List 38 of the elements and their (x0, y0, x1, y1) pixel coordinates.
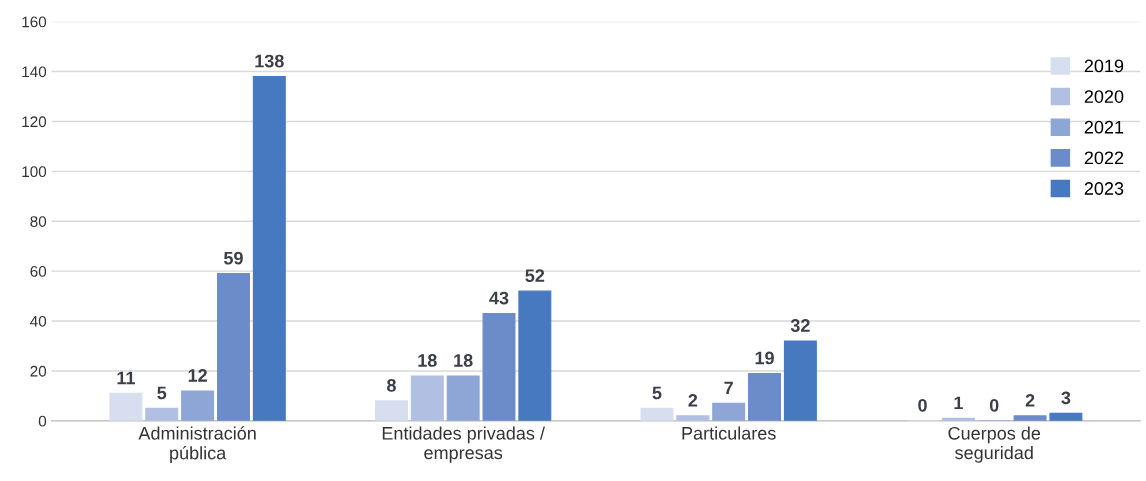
data-label: 0 (989, 398, 999, 412)
data-label: 2 (688, 393, 698, 407)
data-label: 3 (1061, 391, 1071, 405)
data-label: 32 (790, 319, 810, 332)
data-label: 2 (1025, 393, 1035, 407)
data-label: 52 (525, 269, 545, 282)
y-tick-label: 0 (38, 415, 47, 427)
legend-label: 2020 (1084, 90, 1124, 103)
data-label: 7 (724, 381, 733, 395)
data-label: 19 (755, 351, 774, 365)
data-label: 43 (489, 291, 509, 305)
data-label: 0 (918, 398, 927, 412)
y-tick-label: 140 (22, 66, 47, 78)
legend-label: 2023 (1084, 182, 1124, 195)
y-tick-label: 40 (30, 315, 47, 327)
data-label: 11 (117, 371, 135, 385)
x-tick-label: Entidades privadas / empresas (382, 426, 545, 463)
y-tick-label: 100 (22, 166, 47, 178)
y-tick-label: 160 (22, 16, 47, 28)
data-label: 5 (157, 386, 167, 400)
data-label: 18 (418, 354, 437, 367)
legend-label: 2019 (1084, 59, 1124, 73)
x-tick-label: Administración pública (138, 426, 256, 463)
y-tick-label: 20 (30, 365, 47, 377)
data-label: 59 (223, 251, 243, 265)
x-tick-label: Particulares (682, 426, 776, 440)
data-label: 18 (454, 354, 473, 367)
data-label: 1 (954, 396, 963, 410)
y-tick-label: 80 (30, 216, 47, 227)
data-label: 12 (188, 369, 207, 382)
y-tick-label: 120 (22, 116, 47, 128)
data-label: 138 (255, 54, 284, 68)
y-tick-label: 60 (30, 266, 47, 277)
legend-label: 2021 (1084, 120, 1124, 134)
data-label: 5 (652, 386, 662, 400)
x-tick-label: Cuerpos de seguridad (948, 426, 1041, 463)
legend-label: 2022 (1084, 151, 1124, 165)
data-label: 8 (387, 379, 396, 392)
